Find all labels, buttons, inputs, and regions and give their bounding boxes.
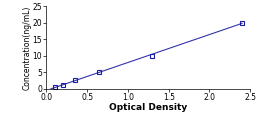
Y-axis label: Concentration(ng/mL): Concentration(ng/mL) xyxy=(22,5,31,90)
X-axis label: Optical Density: Optical Density xyxy=(109,103,188,112)
